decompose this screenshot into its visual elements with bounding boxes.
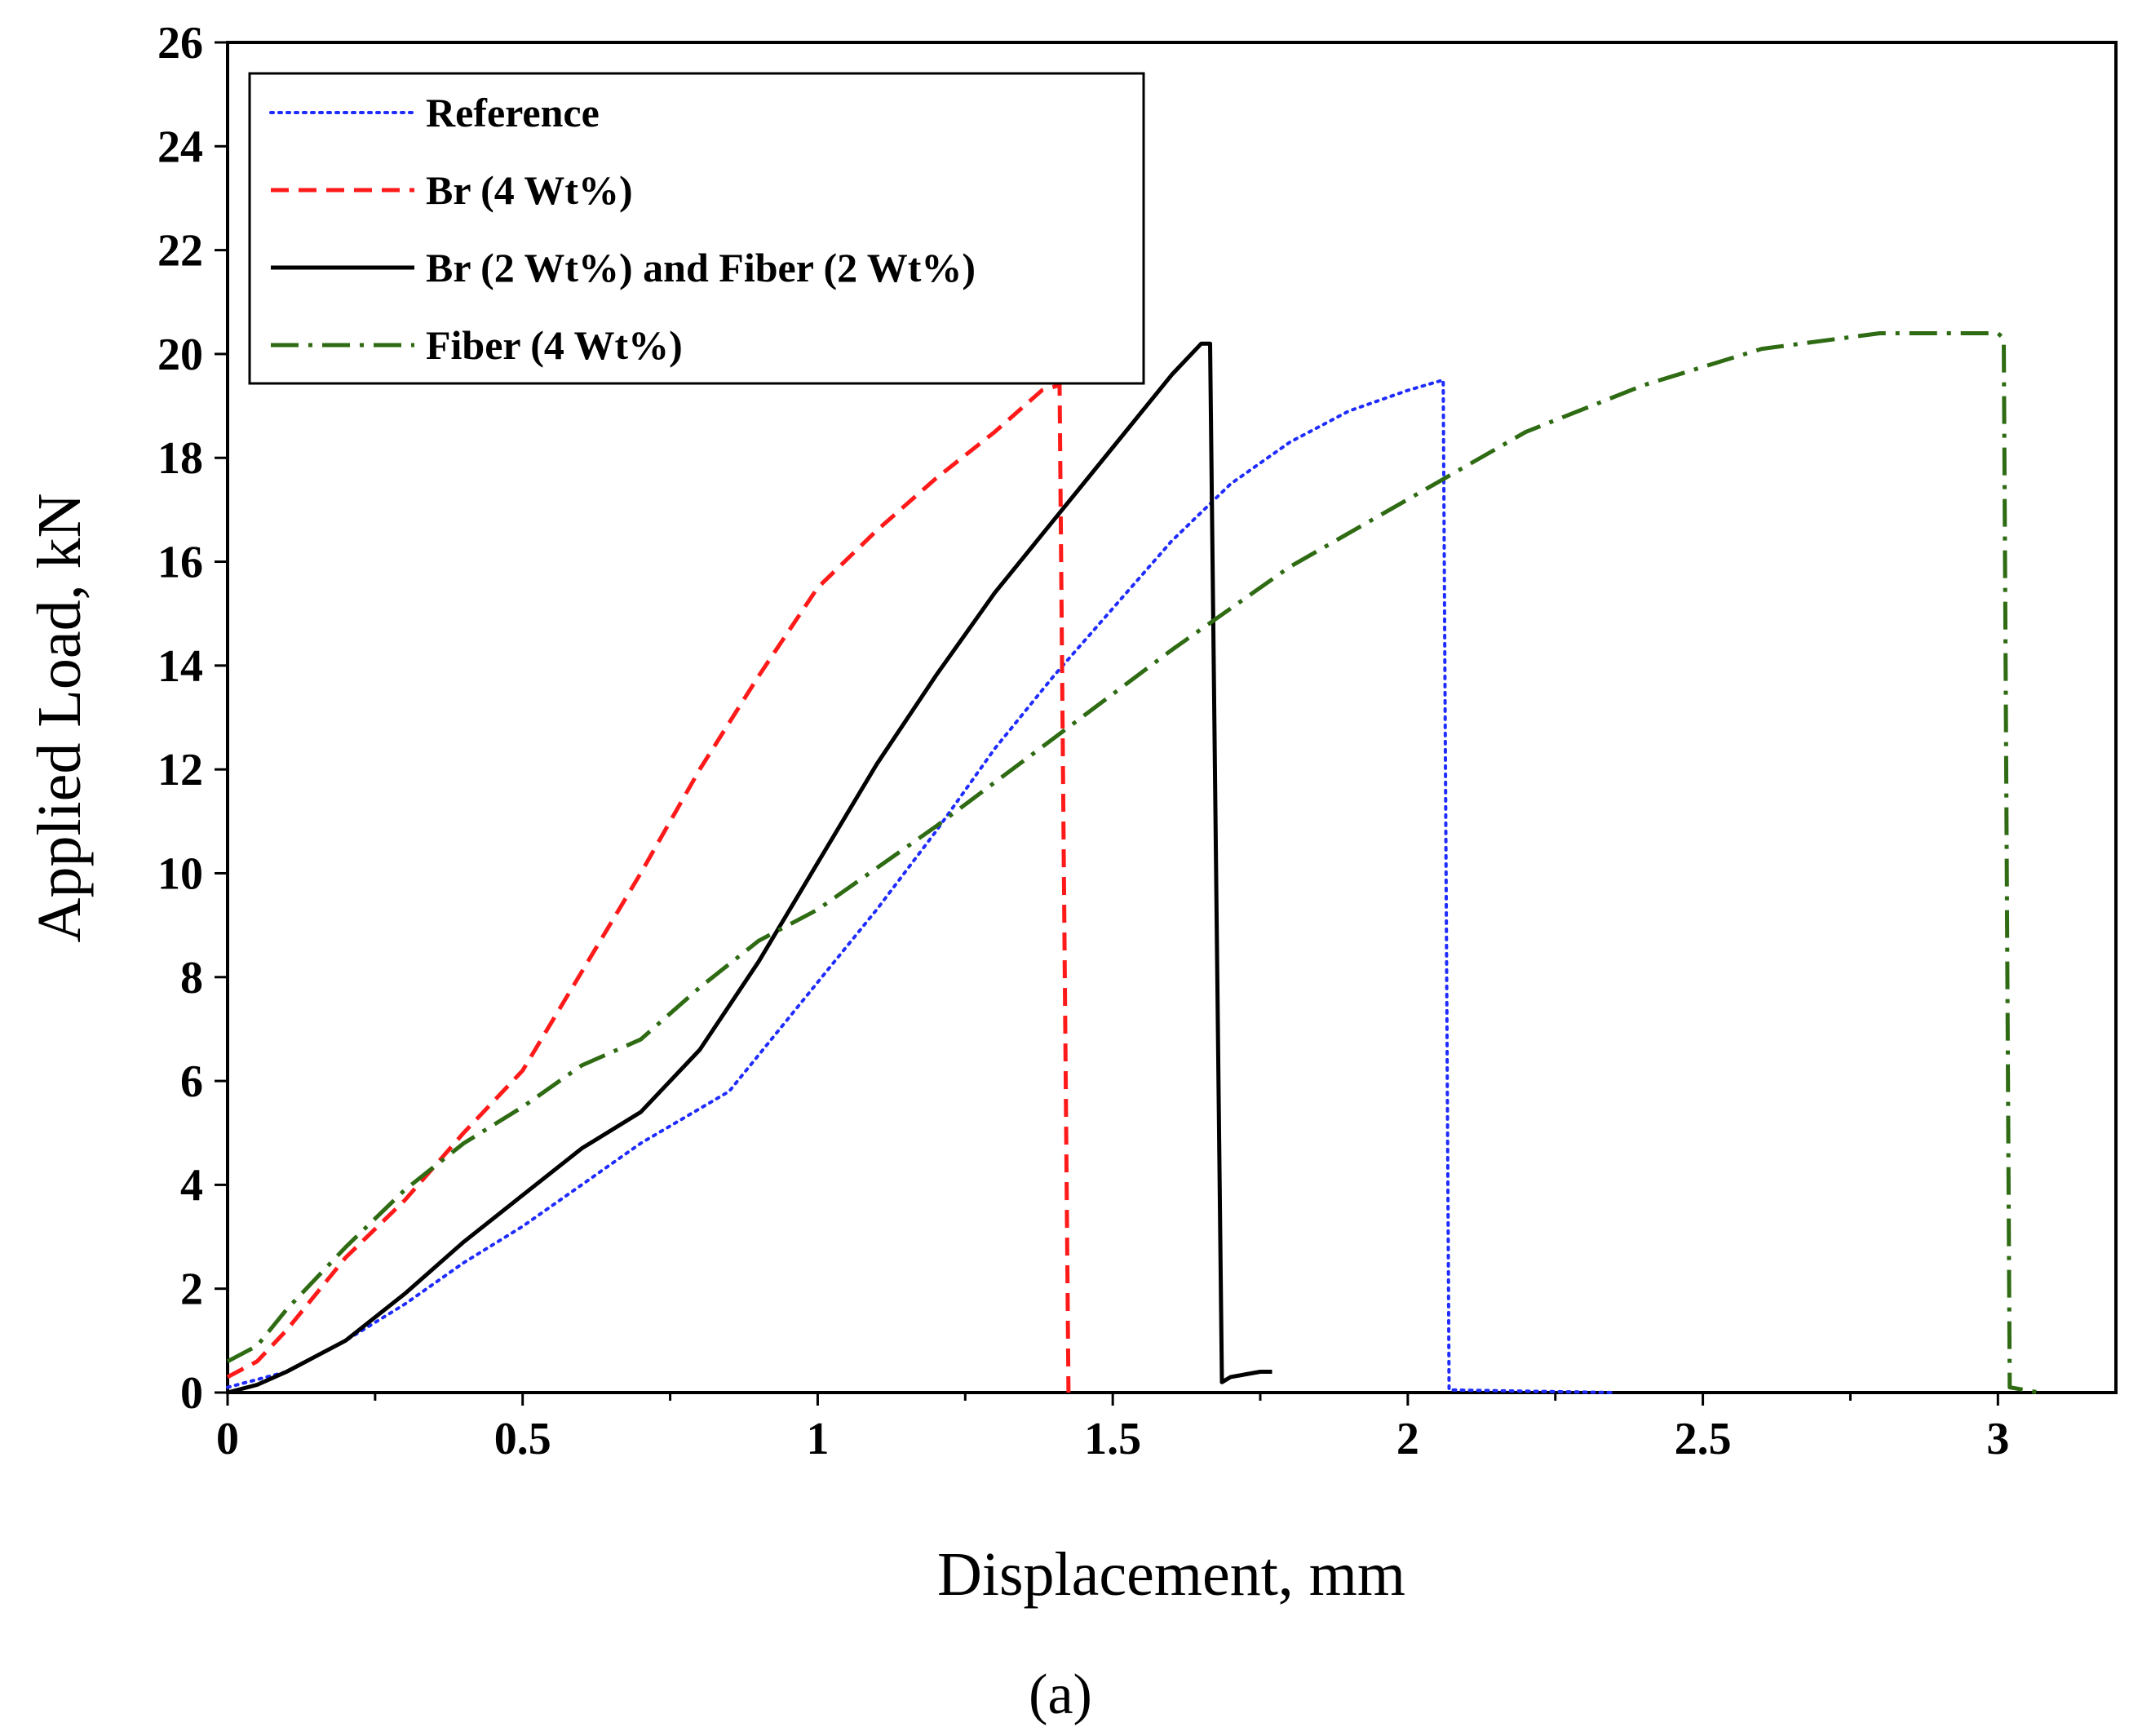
- legend-box: [248, 72, 1145, 385]
- y-tick-label: 18: [157, 433, 203, 484]
- series-line-1: [226, 378, 1617, 1394]
- series-line-2: [226, 383, 1071, 1393]
- x-axis-ticks: 0 0.5 1 1.5 2 2.5 3: [216, 1393, 2009, 1464]
- x-tick-label: 1.5: [1084, 1414, 1141, 1464]
- y-axis-title: Applied Load, kN: [25, 494, 94, 943]
- y-tick-label: 16: [157, 538, 203, 588]
- x-tick-label: 1: [806, 1414, 829, 1464]
- x-tick-label: 2: [1396, 1414, 1419, 1464]
- series-line-3: [227, 341, 1272, 1395]
- legend-label-4: Fiber (4 Wt%): [426, 322, 683, 368]
- y-tick-label: 10: [157, 848, 203, 899]
- legend-entries: Reference Br (4 Wt%) Br (2 Wt%) and Fiber …: [269, 90, 976, 368]
- y-tick-label: 14: [157, 641, 203, 692]
- x-tick-label: 2.5: [1675, 1414, 1732, 1464]
- x-tick-label: 3: [1986, 1414, 2009, 1464]
- legend-label-2: Br (4 Wt%): [426, 167, 633, 213]
- legend-label-1: Reference: [426, 90, 600, 135]
- x-axis-title: Displacement, mm: [937, 1540, 1405, 1609]
- y-tick-label: 20: [157, 330, 203, 380]
- figure-caption: (a): [1029, 1663, 1092, 1726]
- series-line-4: [226, 331, 2040, 1395]
- series-lines: [226, 331, 2040, 1395]
- y-tick-label: 26: [157, 18, 203, 69]
- y-tick-label: 2: [180, 1264, 203, 1315]
- x-tick-label: 0: [216, 1414, 239, 1464]
- legend-label-3: Br (2 Wt%) and Fiber (2 Wt%): [426, 245, 976, 290]
- y-tick-label: 24: [157, 122, 203, 172]
- y-tick-label: 4: [180, 1160, 203, 1211]
- y-tick-label: 8: [180, 953, 203, 1003]
- y-tick-label: 22: [157, 226, 203, 277]
- x-tick-label: 0.5: [494, 1414, 551, 1464]
- y-tick-label: 0: [180, 1368, 203, 1419]
- y-tick-label: 6: [180, 1056, 203, 1107]
- y-tick-label: 12: [157, 745, 203, 795]
- plot-frame: [226, 41, 2118, 1394]
